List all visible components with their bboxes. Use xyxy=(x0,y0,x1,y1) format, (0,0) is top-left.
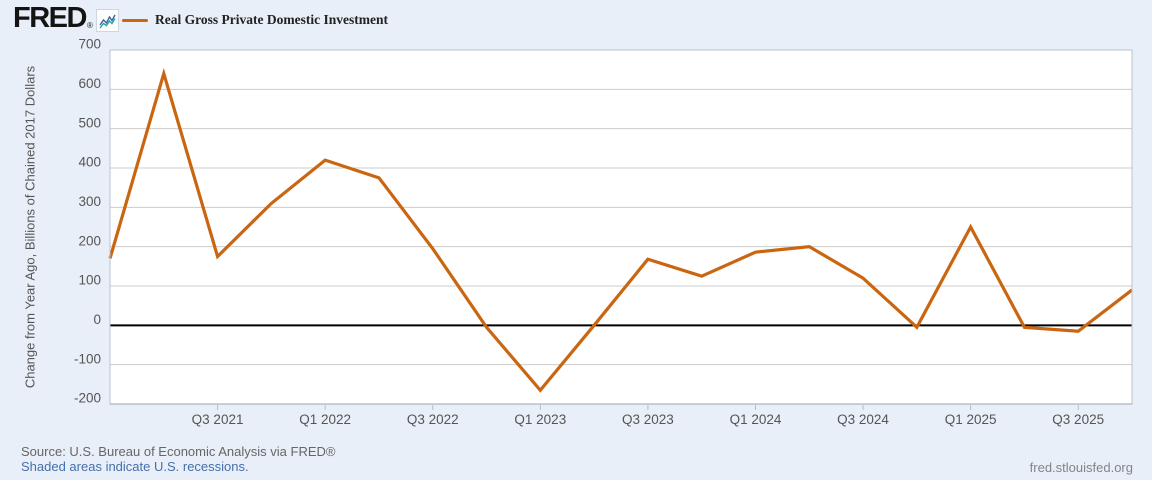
y-tick-label: 500 xyxy=(78,115,101,130)
y-tick-label: 700 xyxy=(78,37,101,52)
x-tick-label: Q1 2023 xyxy=(514,412,566,427)
plot-area[interactable] xyxy=(110,50,1132,404)
x-tick-label: Q3 2023 xyxy=(622,412,674,427)
x-tick-label: Q3 2022 xyxy=(407,412,459,427)
fred-site-link[interactable]: fred.stlouisfed.org xyxy=(1029,460,1133,475)
x-tick-label: Q1 2022 xyxy=(299,412,351,427)
x-tick-label: Q3 2021 xyxy=(192,412,244,427)
y-tick-label: 100 xyxy=(78,273,101,288)
legend-item[interactable]: Real Gross Private Domestic Investment xyxy=(122,12,388,28)
y-tick-label: -100 xyxy=(74,351,101,366)
fred-mini-linechart-icon xyxy=(95,9,119,32)
y-tick-label: 600 xyxy=(78,76,101,91)
y-tick-label: 300 xyxy=(78,194,101,209)
y-tick-label: 0 xyxy=(93,312,101,327)
source-attribution: Source: U.S. Bureau of Economic Analysis… xyxy=(21,444,336,459)
x-tick-label: Q1 2025 xyxy=(945,412,997,427)
y-tick-label: 400 xyxy=(78,155,101,170)
legend-line-swatch xyxy=(122,18,148,22)
y-tick-label: -200 xyxy=(74,391,101,406)
registered-trademark: ® xyxy=(86,21,93,30)
x-tick-label: Q3 2025 xyxy=(1052,412,1104,427)
y-tick-label: 200 xyxy=(78,233,101,248)
fred-wordmark: FRED xyxy=(13,2,87,34)
x-tick-label: Q1 2024 xyxy=(730,412,782,427)
series-line xyxy=(108,67,1133,393)
legend-series-label: Real Gross Private Domestic Investment xyxy=(155,12,388,27)
fred-logo-link[interactable]: FRED ® xyxy=(13,3,119,33)
recession-note-link[interactable]: Shaded areas indicate U.S. recessions. xyxy=(21,459,249,474)
x-tick-label: Q3 2024 xyxy=(837,412,889,427)
